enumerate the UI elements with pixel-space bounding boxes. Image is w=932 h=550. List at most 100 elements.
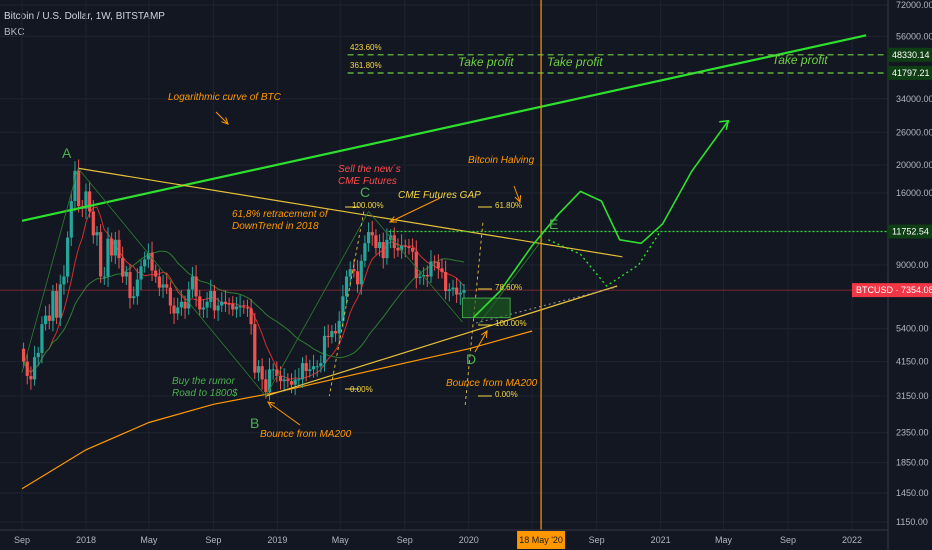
candle-body [139,266,143,280]
candle-body [128,272,132,299]
retrace-label: 61,8% retracement of [232,209,329,220]
candle-body [99,232,103,277]
candle-body [278,375,283,382]
candle-body [396,248,400,251]
take-profit-label: Take profit [772,53,828,67]
candle-body [447,289,451,292]
projection-arrowhead [719,119,730,130]
candle-body [161,284,165,288]
candle-body [366,232,371,244]
candle-body [337,320,341,334]
candle-body [300,363,305,380]
take-profit-label: Take profit [458,55,514,69]
candle-body [355,271,360,285]
candle-body [187,289,191,309]
point-label-c: C [360,184,370,200]
sell-news-label: CME Futures [338,176,397,187]
x-tick-label: May [332,535,350,545]
buy-rumor-label: Buy the rumor [172,376,235,387]
candle-body [51,291,55,321]
log-curve-arrow-head [221,117,229,125]
candle-body [194,276,198,297]
candle-body [293,379,297,385]
y-tick-label: 2350.00 [896,428,929,438]
x-tick-label: 2021 [651,535,671,545]
candle-body [322,335,327,364]
candle-body [311,366,316,370]
candle-body [245,307,250,309]
cme-gap-label: CME Futures GAP [398,190,481,201]
candle-body [344,276,349,297]
candle-body [242,306,246,308]
candle-body [205,301,209,308]
candle-body [179,301,183,308]
buy-rumor-label: Road to 1800$ [172,388,238,399]
candle-body [77,170,81,207]
candle-body [95,232,99,236]
candle-body [352,269,356,272]
candle-body [381,242,385,259]
candle-body [176,307,180,314]
candle-body [146,252,150,260]
wave-a-b-line [77,167,267,397]
y-tick-label: 1450.00 [896,488,929,498]
x-tick-label: 2022 [842,535,862,545]
candle-body [69,201,73,238]
candle-body [209,291,213,302]
sell-news-label: Sell the new´s [338,163,401,175]
time-axis: Sep2018MaySep2019MaySep2020MaySep2021May… [0,529,888,549]
candle-body [62,276,66,285]
candle-body [121,258,125,277]
candle-body [157,276,161,288]
x-tick-label: 2019 [267,535,287,545]
bounce-d-arrow [474,330,488,353]
candle-body [451,287,455,290]
candle-body [40,324,44,353]
halving-arrow [513,185,521,203]
candle-body [433,261,437,263]
log-curve-label: Logarithmic curve of BTC [168,92,282,103]
fib-level-label: 100.00% [352,201,384,210]
y-tick-label: 1850.00 [896,458,929,468]
halving-label: Bitcoin Halving [468,155,535,166]
candle-body [418,276,422,279]
date-marker-badge [517,531,566,549]
candle-body [458,292,462,295]
candle-body [444,272,448,292]
candle-body [36,352,40,358]
candle-body [319,363,323,367]
retrace-label: DownTrend in 2018 [232,221,319,232]
y-tick-label: 3150.00 [896,391,929,401]
candle-body [102,276,106,278]
candle-body [370,232,374,236]
y-tick-label: 16000.00 [896,188,932,198]
candle-body [106,238,110,277]
candle-body [212,291,217,311]
log-curve-arrow [215,111,229,125]
y-tick-label: 26000.00 [896,127,932,137]
bounce-b-arrow-head [267,401,275,409]
fib-level-label: 100.00% [495,319,527,328]
wave-c-d-line [368,211,463,323]
candle-body [29,375,33,380]
candle-body [231,304,235,310]
candle-body [411,248,415,252]
bounce-d-label: Bounce from MA200 [446,378,538,389]
wave-b-c-line [265,211,369,397]
candles [21,159,466,401]
y-tick-label: 20000.00 [896,160,932,170]
candle-body [238,306,242,308]
candle-body [436,262,440,269]
target-badge-48330-text: 48330.14 [892,50,930,60]
x-tick-label: Sep [205,535,221,545]
candle-body [55,291,59,318]
candle-body [330,331,334,338]
x-tick-label: 2018 [76,535,96,545]
candle-body [253,324,257,373]
point-label-d: D [466,351,476,367]
projection-path [472,120,729,319]
point-label-e: E [549,216,558,232]
candle-body [198,296,202,310]
fib-level-label: 423.60% [350,43,382,52]
